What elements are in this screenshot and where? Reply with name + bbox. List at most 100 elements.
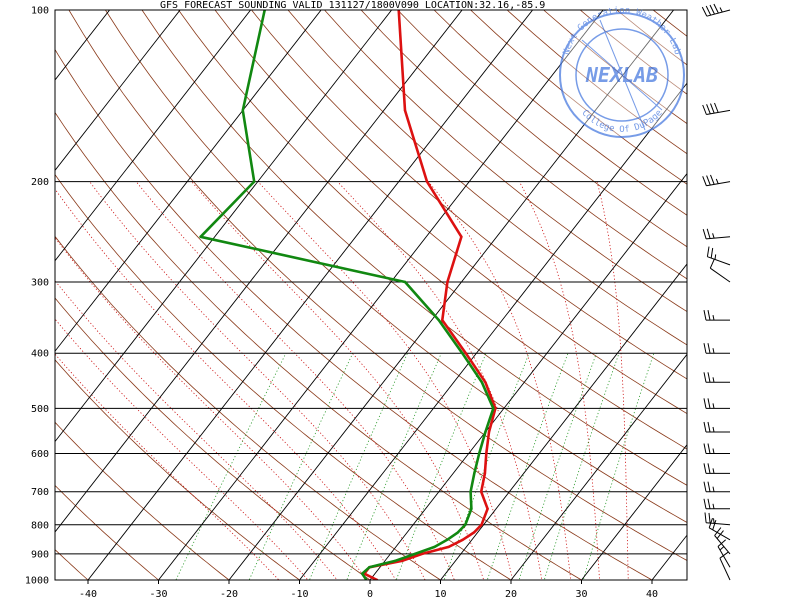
wind-barb-half-feather [712,315,715,321]
temperature-point [464,352,467,355]
moist-adiabat-line [55,188,397,580]
wind-barb-feather [702,228,707,240]
dry-adiabat-line [397,10,687,248]
dewpoint-point [484,430,487,434]
temperature-tick-label: -20 [220,589,238,600]
wind-barb-half-feather [712,403,715,409]
wind-barb-feather [710,247,714,259]
dewpoint-point [437,318,440,322]
wind-barb-feather [703,463,707,474]
wind-barb [703,310,730,321]
wind-barb-feather [703,498,707,509]
wind-barb-feather [707,463,711,474]
mixing-ratio-lines [175,353,655,580]
mixing-ratio-line [309,353,408,580]
mixing-ratio-line [346,353,442,580]
temperature-point [401,559,404,562]
temperature-point [472,531,476,534]
wind-barb-half-feather [712,503,715,509]
wind-barbs [701,3,731,581]
dry-adiabat-line [68,10,687,561]
wind-barb [709,258,731,283]
wind-barb-feather [702,176,707,186]
wind-barb-feather [710,174,715,185]
temperature-point [420,552,424,556]
temperature-point [480,523,483,526]
isotherm-line [55,10,252,262]
wind-barb-feather [703,398,707,409]
pressure-tick-label: 800 [31,520,49,531]
dry-adiabat-line [55,173,512,580]
temperature-point [441,318,444,322]
isotherm-line [713,0,800,592]
isotherm-line [369,172,687,580]
pressure-tick-label: 500 [31,404,49,415]
wind-barb-half-feather [712,377,715,383]
wind-barb-half-feather [719,546,725,551]
dewpoint-point [470,507,473,510]
wind-barb-staff [706,181,731,187]
isobars [55,10,687,580]
pressure-tick-label: 900 [31,549,49,560]
dry-adiabat-line [726,10,800,592]
wind-barb-half-feather [714,254,717,260]
wind-barb-feather [713,3,719,14]
dewpoint-point [464,523,467,526]
wind-barb [702,228,731,240]
watermark-inner-ring [575,28,669,122]
dry-adiabat-line [55,421,230,580]
dewpoint-point [403,280,407,284]
wind-barb-feather [706,104,711,114]
temperature-point [460,235,463,238]
wind-barb [717,539,731,568]
wind-barb-feather [709,258,715,269]
watermark-cross-line [599,19,646,131]
wind-barb-feather [707,372,711,383]
isotherm-line [228,10,675,580]
dewpoint-point [456,531,460,534]
temperature-point [487,430,491,434]
wind-barb-half-feather [712,426,715,433]
wind-barb [701,3,731,17]
wind-barb-feather [717,539,727,547]
temperature-axis: -40 -30 -20 -10 0 10 20 30 40 [79,580,658,600]
pressure-tick-label: 700 [31,487,49,498]
moist-adiabats [55,181,629,580]
wind-barb-feather [709,4,715,15]
wind-barb [703,498,730,510]
temperature-tick-label: -10 [290,589,308,600]
wind-barb-feather [703,372,707,383]
wind-barb-feather [710,103,715,114]
wind-barb-feather [703,421,707,433]
dry-adiabat-line [55,111,583,580]
moist-adiabat-line [191,181,485,580]
wind-barb-feather [706,246,710,257]
dewpoint-point [361,572,364,575]
isotherm-line [510,353,687,580]
wind-barb-half-feather [712,348,715,354]
dry-adiabat-line [690,10,800,592]
isotherm-line [0,0,49,592]
isotherm-line [55,10,111,81]
wind-barb-feather [707,421,711,433]
dry-adiabat-line [55,549,89,580]
isotherm-line [157,10,604,580]
dry-adiabat-line [214,10,687,415]
temperature-tick-label: 10 [434,589,446,600]
pressure-tick-label: 1000 [25,576,49,587]
dewpoint-point [394,559,397,562]
wind-barb-feather [719,551,729,559]
wind-barb-feather [701,6,708,17]
isotherm-line [580,444,687,580]
temperature-tick-label: -30 [149,589,167,600]
dry-adiabat-line [178,10,687,450]
isotherm-line [87,10,534,580]
wind-barb-staff [719,557,731,581]
pressure-axis: 100 200 300 400 500 600 700 800 900 1000 [25,6,49,587]
wind-barb-feather [707,481,711,492]
wind-barb-feather [703,343,707,354]
wind-barb [703,481,730,493]
